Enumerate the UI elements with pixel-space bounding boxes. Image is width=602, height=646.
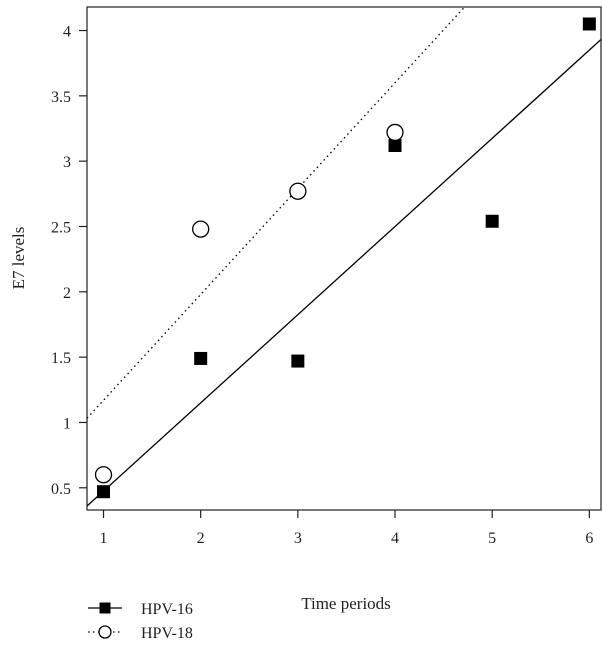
legend: HPV-16 HPV-18: [88, 601, 193, 642]
y-tick-label: 0.5: [51, 481, 71, 498]
x-tick-label: 3: [294, 530, 302, 547]
y-tick-label: 4: [63, 24, 71, 41]
point-hpv-18: [289, 182, 307, 200]
legend-item: HPV-16: [88, 601, 193, 618]
y-tick-label: 2.5: [51, 219, 71, 236]
point-hpv-16: [291, 354, 305, 368]
plot-frame: [86, 6, 602, 511]
legend-marker-square: [99, 602, 111, 614]
point-hpv-16: [582, 17, 596, 31]
point-hpv-16: [485, 214, 499, 228]
point-hpv-16: [388, 138, 402, 152]
y-tick-label: 3.5: [51, 89, 71, 106]
x-axis-label: Time periods: [301, 594, 391, 613]
x-axis: 1 2 3 4 5 6: [100, 510, 593, 547]
x-tick-label: 4: [391, 530, 399, 547]
legend-label: HPV-16: [141, 601, 193, 618]
point-hpv-18: [192, 220, 210, 238]
point-hpv-16: [194, 351, 208, 365]
x-tick-label: 1: [100, 530, 108, 547]
point-hpv-18: [386, 123, 404, 142]
y-tick-label: 1: [63, 415, 71, 432]
y-tick-label: 1.5: [51, 350, 71, 367]
y-axis-label: E7 levels: [9, 227, 28, 290]
x-tick-label: 2: [197, 530, 205, 547]
data-points: [94, 17, 596, 499]
fit-line-hpv-18: [87, 7, 466, 419]
point-hpv-16: [97, 485, 111, 499]
legend-item: HPV-18: [88, 625, 193, 642]
legend-marker-circle: [98, 625, 112, 639]
fit-lines: [87, 7, 601, 507]
y-tick-label: 2: [63, 285, 71, 302]
fit-line-hpv-16: [87, 39, 601, 507]
point-hpv-18: [94, 466, 113, 484]
legend-label: HPV-18: [141, 625, 193, 642]
y-tick-label: 3: [63, 154, 71, 171]
x-tick-label: 5: [488, 530, 496, 547]
x-tick-label: 6: [585, 530, 593, 547]
plot-border: [86, 6, 602, 511]
y-axis: 0.5 1 1.5 2 2.5 3 3.5 4: [51, 24, 87, 498]
